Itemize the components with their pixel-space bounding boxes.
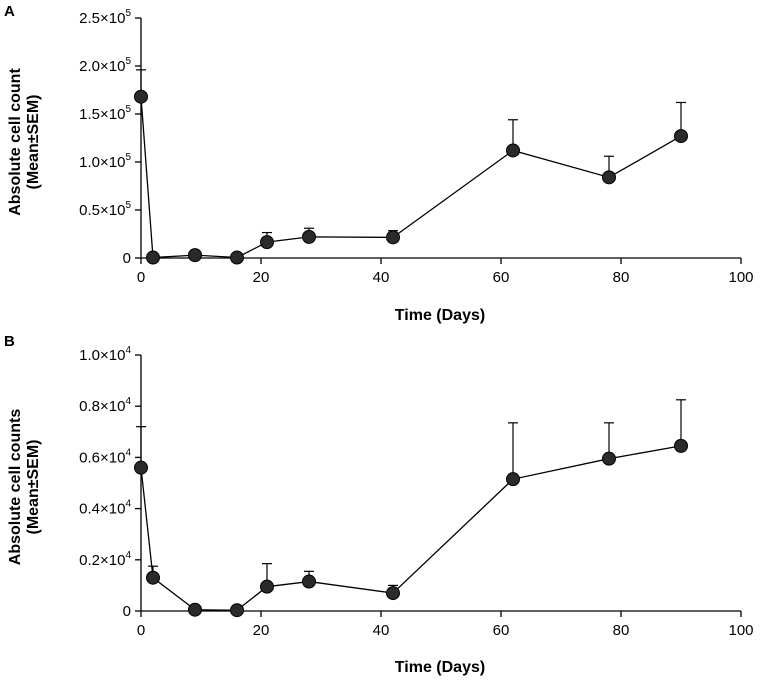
series-line bbox=[140, 96, 682, 259]
data-point bbox=[260, 235, 274, 250]
data-point bbox=[260, 579, 274, 594]
x-axis-label: Time (Days) bbox=[395, 307, 485, 324]
x-tick-label: 100 bbox=[728, 622, 753, 639]
x-axis-label: Time (Days) bbox=[395, 659, 485, 676]
y-tick-label: 2.0×105 bbox=[79, 56, 131, 75]
x-tick-label: 80 bbox=[613, 622, 630, 639]
x-tick-label: 40 bbox=[373, 622, 390, 639]
series-line bbox=[140, 445, 682, 611]
panel-a: A 0 0.5×105 1.0×105 1.5×105 2.0×105 2.5×105 0 20… bbox=[4, 3, 754, 324]
data-point bbox=[506, 472, 520, 487]
x-tick-label: 60 bbox=[493, 269, 510, 286]
y-axis-label-line2: (Mean±SEM) bbox=[25, 94, 42, 189]
data-point bbox=[134, 89, 148, 104]
panel-b: B 0 0.2×104 0.4×104 0.6×104 0.8×104 1.0×104 0 20… bbox=[4, 333, 754, 676]
y-tick-label: 0.5×105 bbox=[79, 200, 131, 219]
y-tick-label: 0 bbox=[123, 603, 131, 620]
data-point bbox=[386, 586, 400, 601]
y-axis-label-line1: Absolute cell counts bbox=[7, 409, 24, 566]
data-point bbox=[602, 170, 616, 185]
y-tick-label: 2.5×105 bbox=[79, 8, 131, 27]
data-point bbox=[302, 229, 316, 244]
data-point bbox=[188, 248, 202, 263]
panel-label: A bbox=[4, 3, 15, 20]
data-point bbox=[230, 603, 244, 618]
data-point bbox=[134, 460, 148, 475]
x-tick-label: 20 bbox=[253, 622, 270, 639]
data-point bbox=[188, 602, 202, 617]
y-tick-label: 0.4×104 bbox=[79, 499, 131, 518]
x-tick-label: 0 bbox=[137, 622, 145, 639]
data-point bbox=[146, 250, 160, 265]
data-point bbox=[146, 570, 160, 585]
x-tick-label: 60 bbox=[493, 622, 510, 639]
x-tick-label: 20 bbox=[253, 269, 270, 286]
y-tick-label: 0.8×104 bbox=[79, 396, 131, 415]
data-point bbox=[674, 438, 688, 453]
y-tick-label: 0 bbox=[123, 250, 131, 267]
y-tick-label: 0.2×104 bbox=[79, 550, 131, 569]
y-axis-label-line1: Absolute cell count bbox=[7, 68, 24, 216]
data-point bbox=[302, 574, 316, 589]
y-axis-label-line2: (Mean±SEM) bbox=[25, 439, 42, 534]
data-point bbox=[230, 250, 244, 265]
x-tick-label: 40 bbox=[373, 269, 390, 286]
y-tick-label: 1.5×105 bbox=[79, 104, 131, 123]
y-tick-label: 1.0×104 bbox=[79, 345, 131, 364]
x-tick-label: 80 bbox=[613, 269, 630, 286]
y-tick-label: 0.6×104 bbox=[79, 447, 131, 466]
x-tick-label: 0 bbox=[137, 269, 145, 286]
data-point bbox=[506, 143, 520, 158]
data-point bbox=[674, 129, 688, 144]
data-point bbox=[386, 230, 400, 245]
data-point bbox=[602, 451, 616, 466]
panel-label: B bbox=[4, 333, 15, 350]
x-tick-label: 100 bbox=[728, 269, 753, 286]
y-tick-label: 1.0×105 bbox=[79, 152, 131, 171]
